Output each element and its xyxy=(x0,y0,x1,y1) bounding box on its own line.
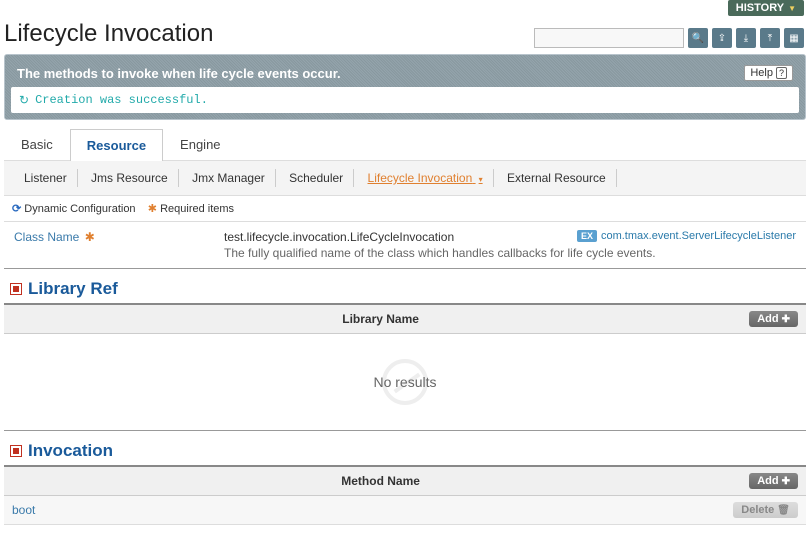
example-text: com.tmax.event.ServerLifecycleListener xyxy=(601,230,796,242)
page-title: Lifecycle Invocation xyxy=(4,20,213,48)
collapse-icon[interactable] xyxy=(10,283,22,295)
plus-icon: ✚ xyxy=(782,314,790,325)
tab-resource[interactable]: Resource xyxy=(70,129,163,161)
search-icon: 🔍 xyxy=(692,33,704,44)
plus-icon: ✚ xyxy=(782,476,790,487)
example-tag: EX xyxy=(577,230,597,242)
chevron-down-icon: ▼ xyxy=(788,4,796,13)
library-add-button[interactable]: Add ✚ xyxy=(749,311,798,327)
delete-button[interactable]: Delete 🗑 xyxy=(733,502,798,518)
legend-row: ⟳ Dynamic Configuration ✱ Required items xyxy=(4,196,806,222)
no-results-text: No results xyxy=(373,374,436,390)
subtab-jmx-manager[interactable]: Jmx Manager xyxy=(182,169,276,187)
library-ref-empty: No results xyxy=(4,334,806,431)
refresh-icon: ↻ xyxy=(19,93,29,107)
help-button[interactable]: Help ? xyxy=(744,65,793,81)
class-name-desc: The fully qualified name of the class wh… xyxy=(224,246,796,260)
invocation-header: Invocation xyxy=(4,431,806,467)
xml-import-button[interactable]: ⤓ xyxy=(736,28,756,48)
description-panel: The methods to invoke when life cycle ev… xyxy=(4,54,806,120)
delete-label: Delete xyxy=(741,504,774,516)
xml-export-button[interactable]: ⤒ xyxy=(760,28,780,48)
main-tabs: Basic Resource Engine xyxy=(4,128,806,161)
search-button[interactable]: 🔍 xyxy=(688,28,708,48)
asterisk-icon: ✱ xyxy=(148,203,157,215)
library-ref-title: Library Ref xyxy=(28,279,118,299)
add-label: Add xyxy=(757,475,778,487)
table-row: boot Delete 🗑 xyxy=(4,496,806,525)
toolbar: 🔍 ⇪ ⤓ ⤒ ▦ xyxy=(534,28,804,48)
subtab-scheduler[interactable]: Scheduler xyxy=(279,169,354,187)
subtab-jms-resource[interactable]: Jms Resource xyxy=(81,169,179,187)
library-ref-header: Library Ref xyxy=(4,269,806,305)
class-name-label[interactable]: Class Name ✱ xyxy=(14,230,224,244)
export-icon: ⇪ xyxy=(718,33,726,44)
add-label: Add xyxy=(757,313,778,325)
collapse-icon[interactable] xyxy=(10,445,22,457)
help-label: Help xyxy=(750,67,773,79)
sub-tabs: Listener Jms Resource Jmx Manager Schedu… xyxy=(4,161,806,196)
class-name-example: EX com.tmax.event.ServerLifecycleListener xyxy=(577,230,796,242)
library-name-column: Library Name xyxy=(12,312,749,326)
invocation-table-header: Method Name Add ✚ xyxy=(4,467,806,496)
success-message-bar: ↻ Creation was successful. xyxy=(11,87,799,113)
export-button[interactable]: ⇪ xyxy=(712,28,732,48)
subtab-lifecycle-label: Lifecycle Invocation xyxy=(368,171,473,185)
tab-basic[interactable]: Basic xyxy=(4,128,70,160)
search-input[interactable] xyxy=(534,28,684,48)
class-name-label-text: Class Name xyxy=(14,230,79,244)
trash-icon: 🗑 xyxy=(777,505,790,516)
help-icon: ? xyxy=(776,67,787,79)
history-label: HISTORY xyxy=(736,2,784,14)
subtab-external-resource[interactable]: External Resource xyxy=(497,169,617,187)
legend-dynamic: Dynamic Configuration xyxy=(24,203,135,215)
xml-up-icon: ⤒ xyxy=(768,33,772,44)
chevron-down-icon: ▾ xyxy=(479,175,483,184)
refresh-icon: ⟳ xyxy=(12,203,21,215)
legend-required: Required items xyxy=(160,203,234,215)
required-icon: ✱ xyxy=(85,230,95,244)
class-name-field: Class Name ✱ test.lifecycle.invocation.L… xyxy=(4,222,806,269)
library-ref-table-header: Library Name Add ✚ xyxy=(4,305,806,334)
invocation-title: Invocation xyxy=(28,441,113,461)
subtab-listener[interactable]: Listener xyxy=(14,169,78,187)
subtab-lifecycle-invocation[interactable]: Lifecycle Invocation ▾ xyxy=(358,169,494,187)
xml-button[interactable]: ▦ xyxy=(784,28,804,48)
method-name-link[interactable]: boot xyxy=(12,503,733,517)
method-name-column: Method Name xyxy=(12,474,749,488)
tab-engine[interactable]: Engine xyxy=(163,128,237,160)
xml-icon: ⤓ xyxy=(744,33,748,44)
code-icon: ▦ xyxy=(789,33,798,44)
class-name-value: test.lifecycle.invocation.LifeCycleInvoc… xyxy=(224,230,454,244)
invocation-add-button[interactable]: Add ✚ xyxy=(749,473,798,489)
history-button[interactable]: HISTORY ▼ xyxy=(728,0,804,16)
success-message: Creation was successful. xyxy=(35,93,208,107)
description-text: The methods to invoke when life cycle ev… xyxy=(17,66,341,81)
